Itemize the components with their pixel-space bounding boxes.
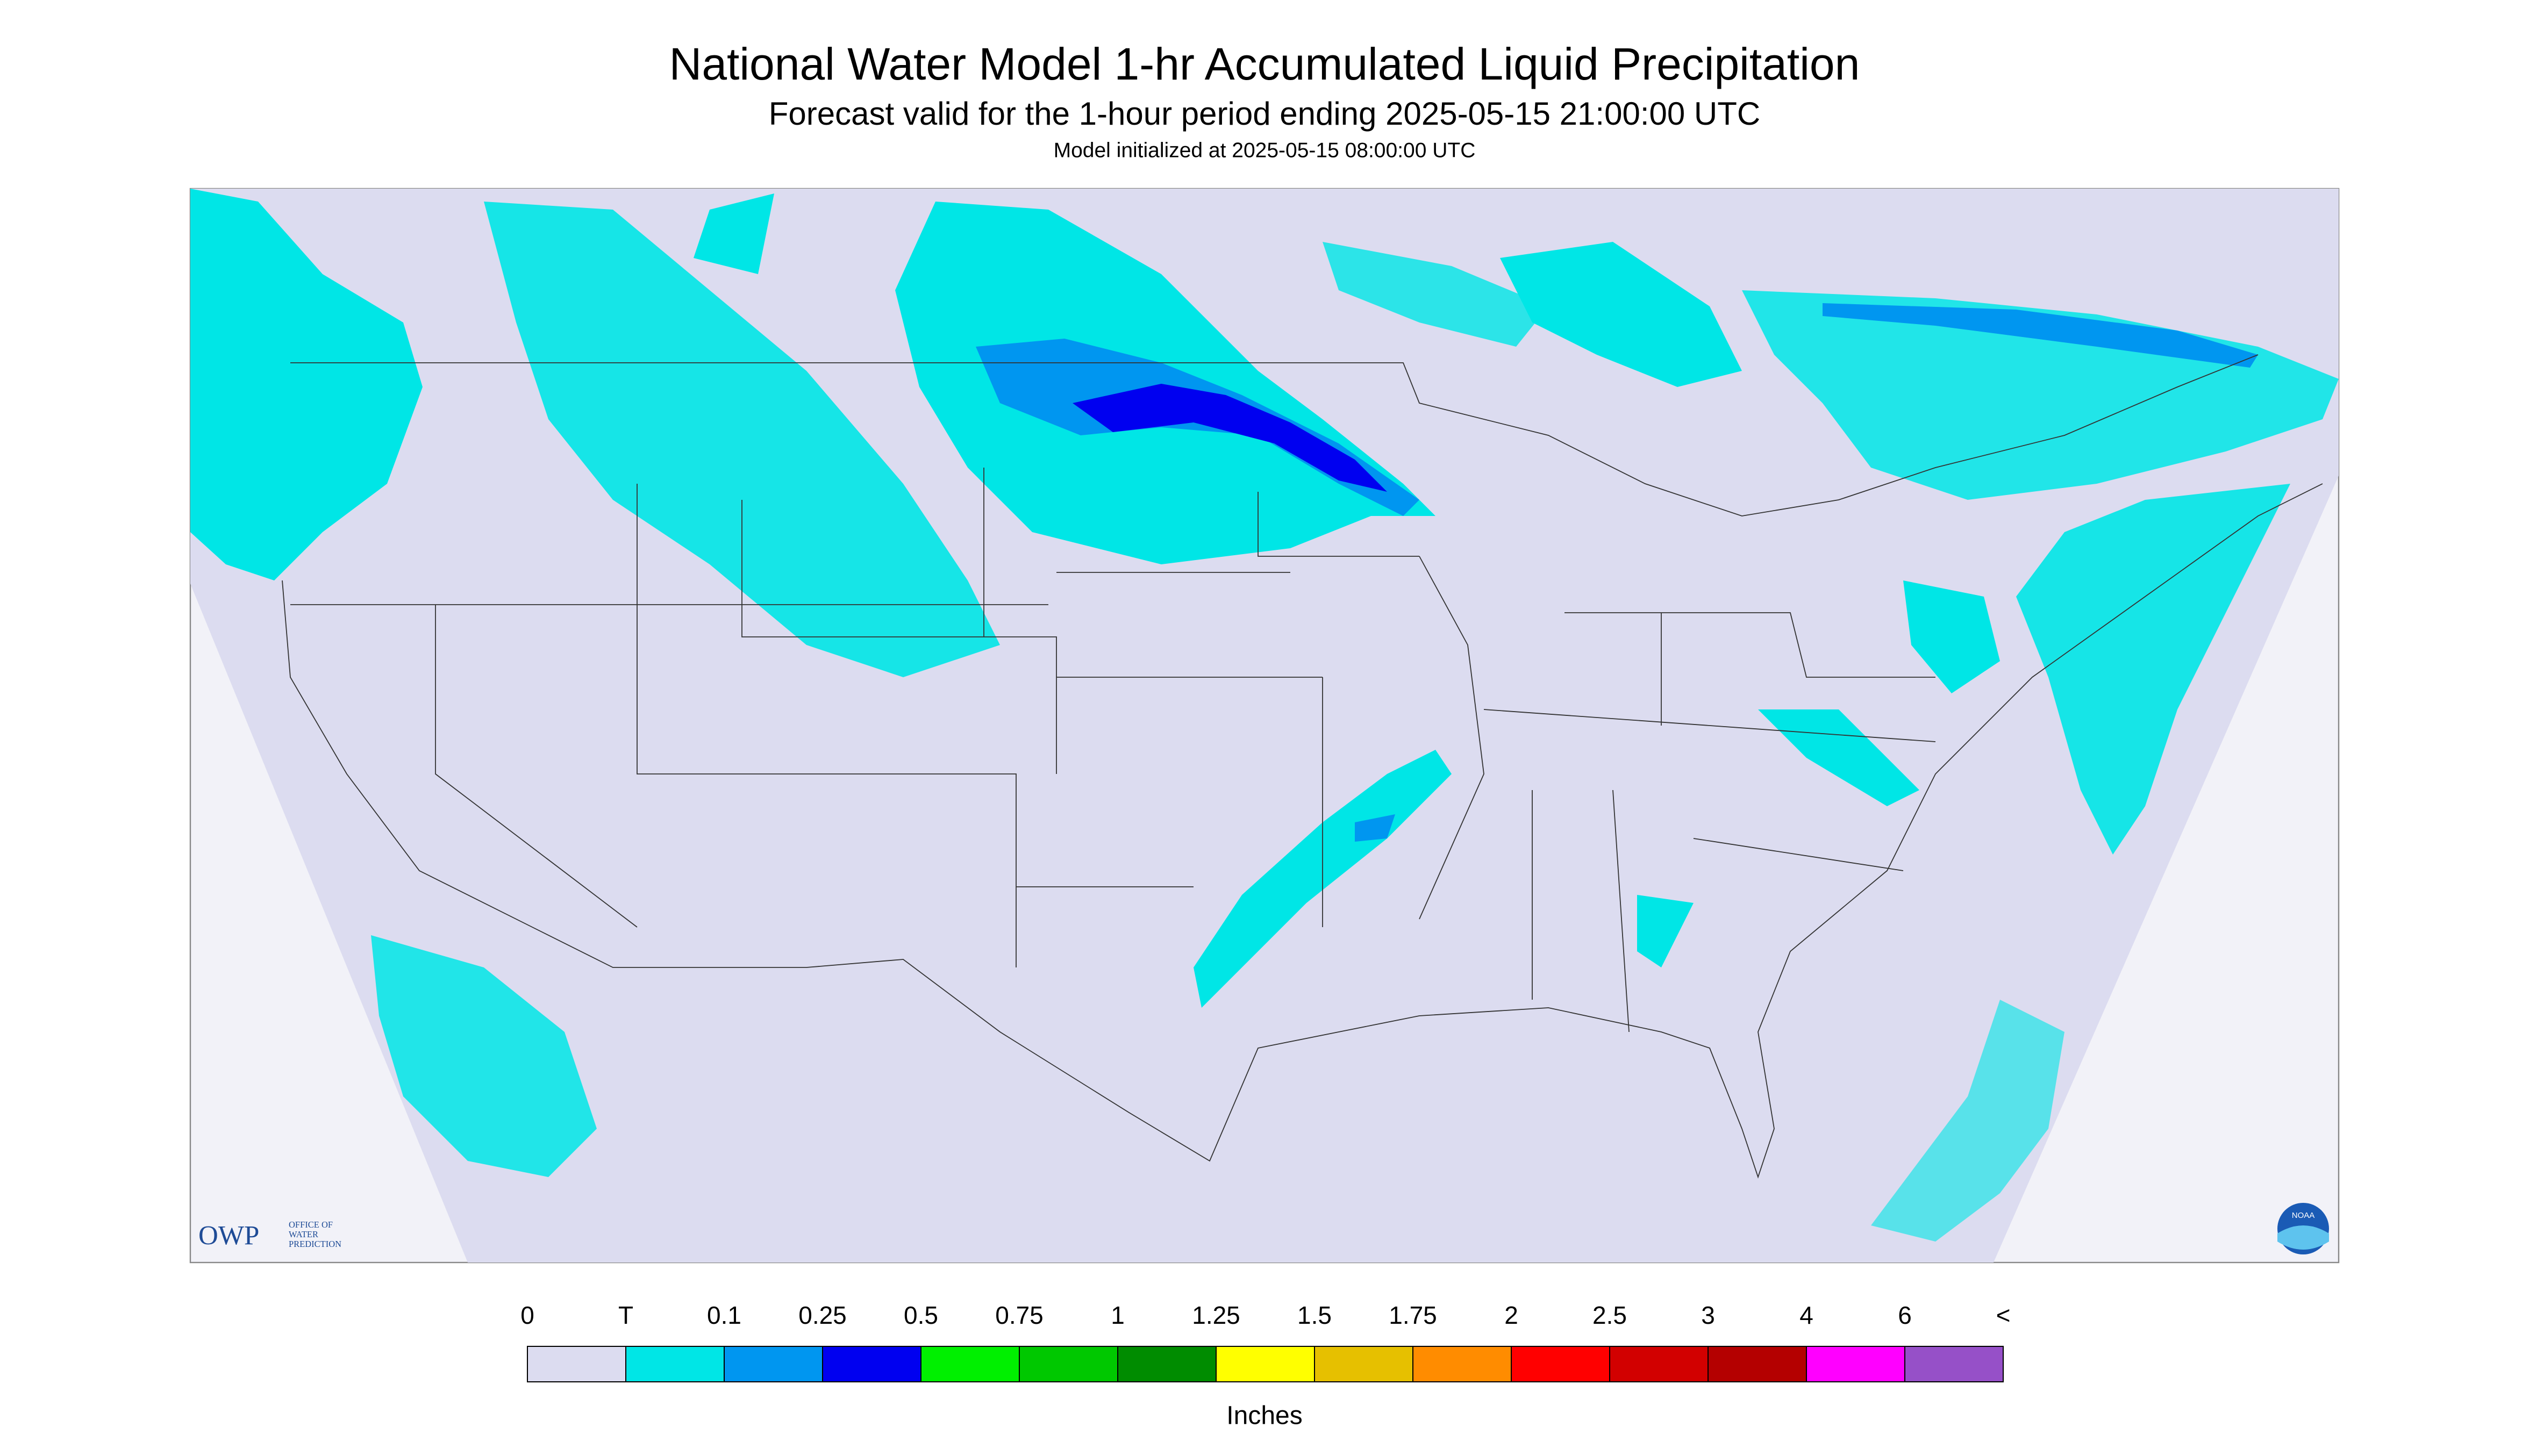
legend-label: 3	[1701, 1301, 1715, 1329]
legend-swatch	[527, 1346, 626, 1382]
legend-swatch	[1609, 1346, 1709, 1382]
legend-label: 0.5	[904, 1301, 938, 1329]
init-time: Model initialized at 2025-05-15 08:00:00…	[1054, 139, 1476, 162]
noaa-text: NOAA	[2292, 1211, 2315, 1220]
legend-swatch	[1117, 1346, 1217, 1382]
legend-label: 1	[1111, 1301, 1125, 1329]
legend-unit: Inches	[1226, 1402, 1302, 1430]
legend-label: 0.25	[798, 1301, 847, 1329]
legend-swatch	[1708, 1346, 1807, 1382]
legend-swatch	[920, 1346, 1020, 1382]
owp-logo: OWP	[198, 1221, 259, 1251]
legend-label: 1.75	[1389, 1301, 1437, 1329]
owp-line: OFFICE OF	[289, 1220, 333, 1230]
legend-swatch	[1412, 1346, 1512, 1382]
boundaries	[282, 354, 2323, 1179]
legend-swatch	[822, 1346, 921, 1382]
legend-label: 1.25	[1192, 1301, 1240, 1329]
legend-swatch	[1904, 1346, 2004, 1382]
owp-line: WATER	[289, 1229, 318, 1239]
legend: 0 T 0.1 0.25 0.5 0.75 1 1.25 1.5 1.75 2 2.5 3 4 6 <	[520, 1301, 2010, 1382]
legend-label: 6	[1898, 1301, 1912, 1329]
legend-label: <	[1996, 1301, 2011, 1329]
legend-swatch	[1806, 1346, 1905, 1382]
legend-label: T	[618, 1301, 633, 1329]
owp-line: PREDICTION	[289, 1239, 341, 1249]
title: National Water Model 1-hr Accumulated Li…	[669, 39, 1860, 89]
legend-swatch	[1314, 1346, 1413, 1382]
legend-label: 1.5	[1297, 1301, 1332, 1329]
subtitle: Forecast valid for the 1-hour period end…	[769, 96, 1760, 132]
legend-swatch	[1019, 1346, 1118, 1382]
legend-swatch	[1511, 1346, 1610, 1382]
legend-swatch	[625, 1346, 725, 1382]
legend-swatch	[724, 1346, 823, 1382]
legend-label: 2	[1504, 1301, 1518, 1329]
legend-label: 0	[520, 1301, 534, 1329]
legend-swatch	[1216, 1346, 1315, 1382]
legend-label: 2.5	[1592, 1301, 1627, 1329]
legend-label: 0.75	[995, 1301, 1044, 1329]
legend-label: 4	[1799, 1301, 1813, 1329]
precip-areas	[190, 189, 2339, 1242]
legend-label: 0.1	[707, 1301, 741, 1329]
